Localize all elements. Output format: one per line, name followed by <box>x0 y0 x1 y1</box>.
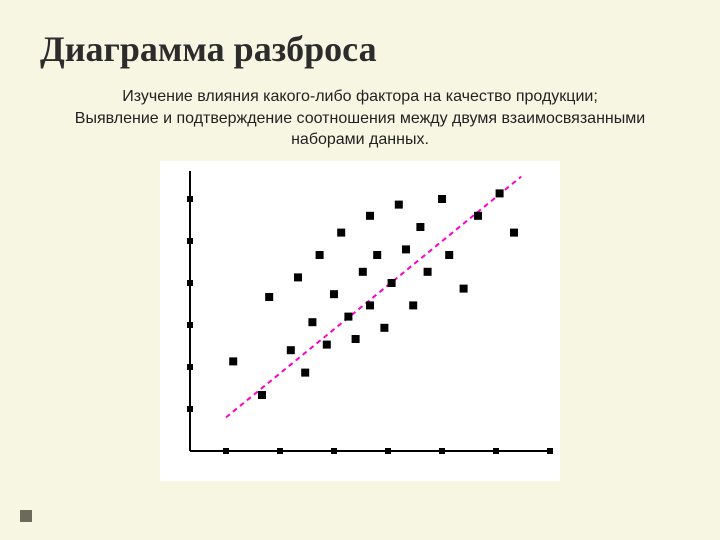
subtitle-line-1: Изучение влияния какого-либо фактора на … <box>122 88 598 105</box>
slide-subtitle: Изучение влияния какого-либо фактора на … <box>40 86 680 151</box>
slide: Диаграмма разброса Изучение влияния како… <box>0 0 720 540</box>
slide-title: Диаграмма разброса <box>40 28 680 70</box>
subtitle-line-2: Выявление и подтверждение соотношения ме… <box>75 110 645 149</box>
scatter-chart-svg <box>160 161 560 481</box>
slide-bullet-icon <box>20 510 32 522</box>
scatter-chart <box>160 161 560 481</box>
